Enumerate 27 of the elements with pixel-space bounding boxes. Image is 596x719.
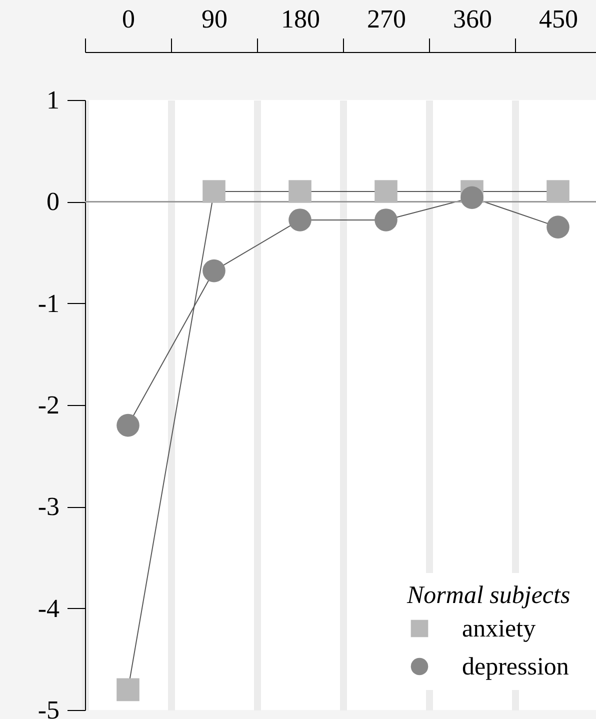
y-tick-label: -3 (38, 492, 60, 522)
y-tick-label: -1 (38, 288, 60, 318)
y-tick-label: -4 (38, 594, 60, 623)
y-tick-label: -2 (38, 390, 60, 420)
y-tick-label: 0 (46, 187, 60, 216)
x-tick-label: 270 (367, 4, 406, 34)
legend-title: Normal subjects (406, 582, 570, 609)
x-tick-label: 180 (281, 4, 320, 34)
x-tick-label: 0 (122, 4, 135, 34)
x-tick-label: 360 (453, 4, 492, 34)
y-tick-label: 1 (46, 86, 60, 114)
legend-label: anxiety (462, 616, 536, 642)
point (460, 186, 484, 209)
x-tick-label: 450 (539, 4, 578, 34)
point (116, 414, 140, 437)
point (374, 208, 398, 232)
point (374, 180, 398, 203)
point (546, 180, 570, 203)
x-tick-label: 90 (202, 4, 228, 34)
legend-label: depression (462, 654, 570, 680)
point (288, 208, 312, 232)
point (202, 180, 226, 203)
point (546, 216, 570, 238)
point (202, 259, 226, 282)
point (288, 180, 312, 203)
point (116, 678, 140, 702)
y-tick-label: -5 (38, 696, 60, 719)
